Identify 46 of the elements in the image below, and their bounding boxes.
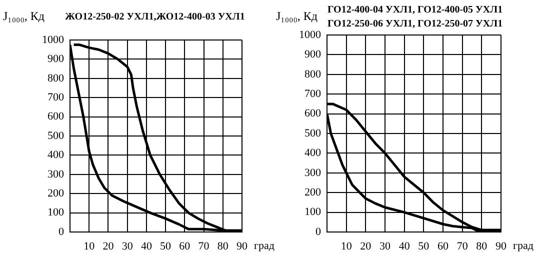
y-tick-label: 600 <box>304 108 322 120</box>
y-tick-label: 1000 <box>299 28 322 41</box>
x-tick-label: 30 <box>380 240 391 252</box>
y-tick-label: 0 <box>316 226 322 238</box>
y-tick-label: 1000 <box>42 34 64 46</box>
y-tick-label: 200 <box>48 187 64 200</box>
x-tick-label: 60 <box>179 240 191 252</box>
y-axis-title: J₁₀₀₀, Кд <box>276 9 318 24</box>
x-axis-title: град <box>513 240 534 252</box>
x-tick-label: 50 <box>160 240 172 252</box>
x-tick-label: 70 <box>198 240 210 252</box>
y-tick-label: 100 <box>48 206 64 219</box>
chart-title: ЖО12-250-02 УХЛ1,ЖО12-400-03 УХЛ1 <box>65 12 245 23</box>
y-tick-label: 500 <box>304 127 322 140</box>
x-tick-label: 60 <box>438 240 449 252</box>
y-tick-label: 400 <box>48 149 64 162</box>
x-tick-label: 20 <box>360 240 372 252</box>
chart-title: ГО12-400-04 УХЛ1, ГО12-400-05 УХЛ1 ГО12-250-06 УХЛ1, ГО12-250-07 УХЛ1 <box>327 4 503 30</box>
y-tick-label: 800 <box>304 68 322 80</box>
x-tick-label: 40 <box>140 240 152 252</box>
x-tick-label: 30 <box>122 240 134 252</box>
x-tick-label: 20 <box>102 240 114 252</box>
y-tick-label: 900 <box>48 53 64 66</box>
y-tick-label: 100 <box>304 206 322 218</box>
y-axis-title: J₁₀₀₀, Кд <box>3 9 45 24</box>
x-tick-label: 80 <box>476 240 488 252</box>
y-tick-label: 900 <box>304 48 322 61</box>
y-tick-label: 600 <box>48 110 64 123</box>
x-tick-label: 70 <box>456 240 468 252</box>
x-axis-title: град <box>254 240 275 252</box>
y-tick-label: 500 <box>48 130 64 142</box>
y-tick-label: 0 <box>58 226 64 238</box>
y-tick-label: 400 <box>304 147 322 160</box>
y-tick-label: 300 <box>304 166 322 179</box>
x-tick-label: 40 <box>398 240 410 252</box>
y-tick-label: 300 <box>48 168 64 180</box>
x-tick-label: 90 <box>496 240 507 252</box>
x-tick-label: 80 <box>217 240 229 252</box>
y-tick-label: 700 <box>48 91 64 104</box>
x-tick-label: 90 <box>236 240 248 252</box>
x-tick-label: 50 <box>418 240 430 252</box>
y-tick-label: 200 <box>304 186 322 198</box>
y-tick-label: 700 <box>304 88 322 100</box>
x-tick-label: 10 <box>340 240 352 252</box>
y-tick-label: 800 <box>48 72 64 84</box>
x-tick-label: 10 <box>84 240 96 252</box>
